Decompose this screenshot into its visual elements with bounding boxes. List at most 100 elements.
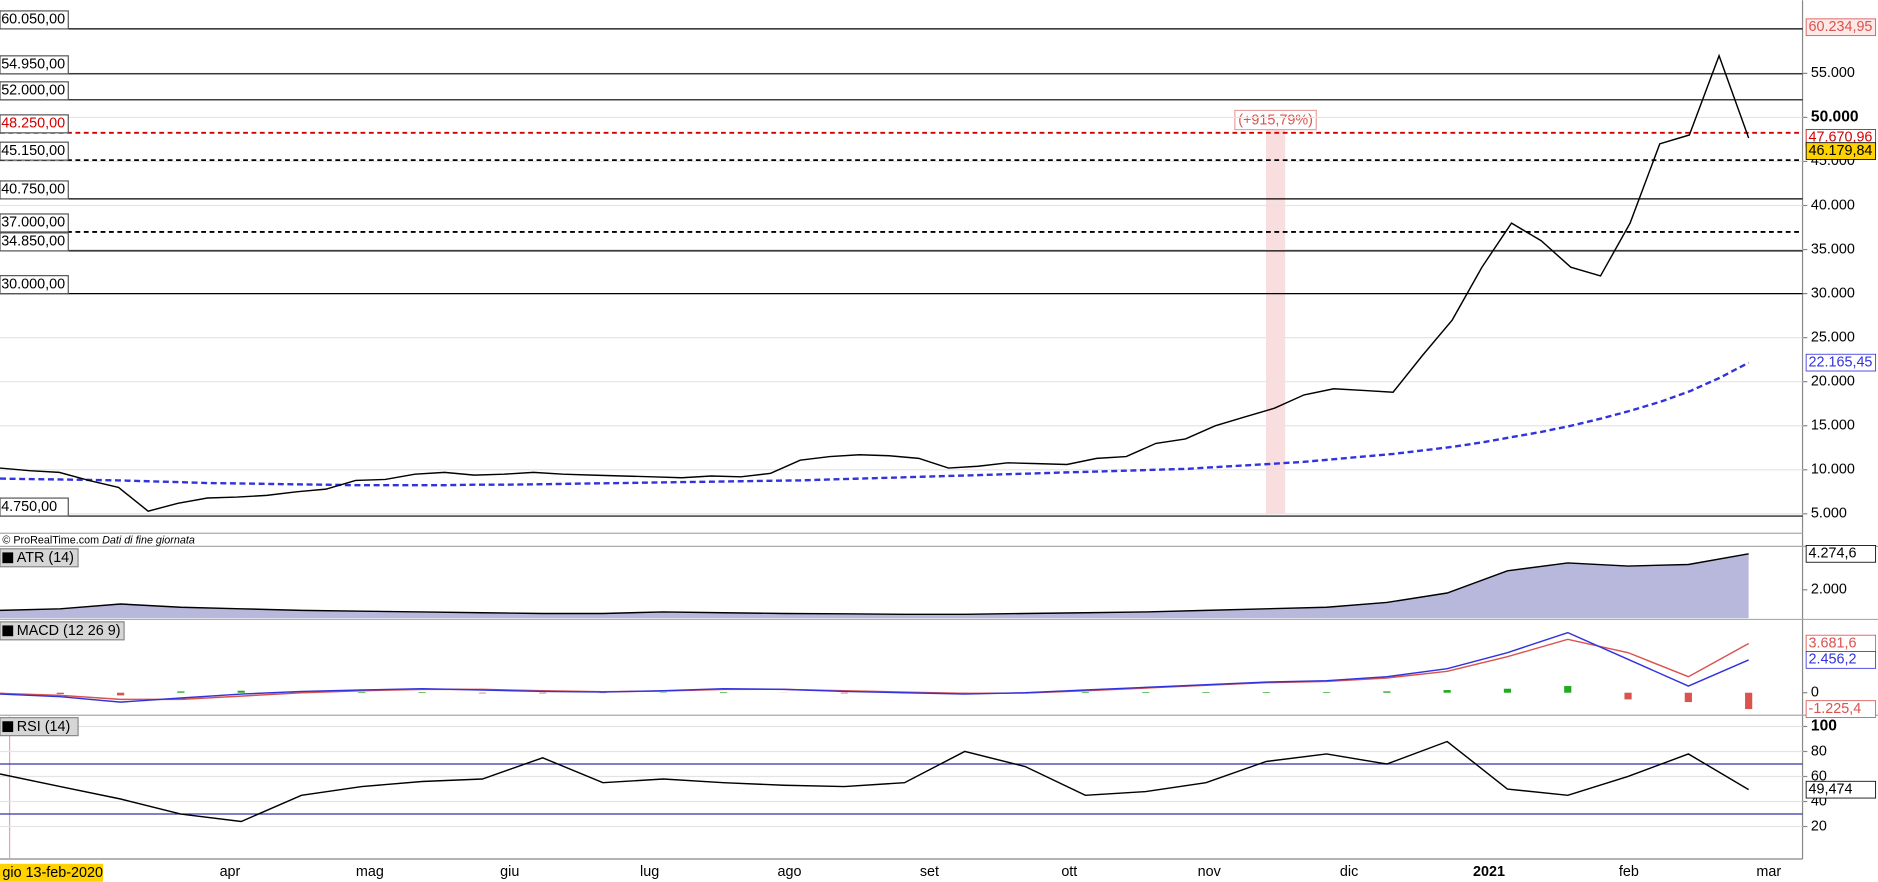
level-label: 34.850,00 [1,234,65,250]
price-label-box [1805,353,1877,372]
histogram-bar [1684,692,1692,703]
start-date: gio 13-feb-2020 [2,865,103,881]
histogram-bar [840,692,848,694]
panel-title: MACD (12 26 9) [17,623,121,639]
x-tick-label: apr [220,864,241,880]
histogram-bar [237,690,245,693]
x-tick-label: mag [356,864,384,880]
y-tick-label: 20 [1811,818,1827,834]
panel-title: ATR (14) [17,550,74,566]
x-tick-label: 2021 [1473,864,1505,880]
price-label: 2.456,2 [1809,652,1857,668]
panel-title-box [0,548,79,568]
x-tick-label: set [920,864,939,880]
x-tick-label: giu [500,864,519,880]
level-label: 54.950,00 [1,57,65,73]
level-label-box [0,55,69,75]
x-tick-label: ago [778,864,802,880]
panel-title: RSI (14) [17,719,70,735]
histogram-bar [56,692,64,695]
y-tick-label: 0 [1811,685,1819,701]
price-label: 47.670,96 [1809,130,1873,146]
level-label: 52.000,00 [1,83,65,99]
level-label: 37.000,00 [1,215,65,231]
panel-title-box [0,621,125,641]
y-tick-label: 30.000 [1811,285,1855,301]
histogram-bar [1745,692,1753,710]
price-label: -1.225,4 [1809,701,1862,717]
level-label: 45.150,00 [1,143,65,159]
x-tick-label: feb [1619,864,1639,880]
level-label-box [0,141,69,161]
y-tick-label: 55.000 [1811,65,1855,81]
histogram-bar [1081,692,1089,693]
price-label: 3.681,6 [1809,635,1857,651]
level-label: 48.250,00 [1,116,65,132]
series-line [0,361,1750,487]
source-note: Dati di fine giornata [102,534,195,546]
level-label-box [0,114,69,134]
price-label-box [1805,142,1877,160]
histogram-bar [1262,692,1270,693]
series-line [0,53,1750,512]
y-tick-label: 50.000 [1811,109,1859,126]
y-tick-label: 100 [1811,718,1837,735]
x-tick-label: lug [640,864,659,880]
y-tick-label: 25.000 [1811,329,1855,345]
annotation-box [1234,109,1317,131]
y-tick-label: 35.000 [1811,241,1855,257]
series-line [0,740,1750,823]
panel-title-icon [2,721,14,733]
histogram-bar [418,692,426,693]
level-label-box [0,232,69,252]
level-label-box [0,275,69,295]
histogram-bar [358,692,366,693]
price-label: 46.179,84 [1809,143,1873,159]
series-line [0,631,1749,703]
histogram-bar [1383,691,1391,693]
price-label: 4.274,6 [1809,546,1857,562]
histogram-bar [1503,688,1512,693]
histogram-bar [719,692,728,693]
level-label: 30.000,00 [1,276,65,292]
panel-title-box [0,717,79,737]
x-tick-label: dic [1340,864,1358,880]
series-line [0,553,1749,616]
histogram-bar [1624,692,1632,700]
price-label: 49,474 [1809,781,1853,797]
price-label-box [1805,700,1877,718]
source-text: © ProRealTime.com [2,534,99,546]
price-label-box [1805,18,1877,37]
y-tick-label: 40.000 [1811,197,1855,213]
level-label: 60.050,00 [1,12,65,28]
level-label-box [0,10,69,30]
level-label-box [0,213,69,233]
level-label-box [0,180,69,200]
histogram-bar [177,691,185,693]
level-label-box [0,497,69,517]
histogram-bar [1142,692,1150,693]
y-tick-label: 80 [1811,743,1827,759]
price-label-box [1805,545,1877,563]
y-tick-label: 20.000 [1811,373,1855,389]
histogram-bar [1322,692,1331,693]
x-tick-label: nov [1198,864,1222,880]
level-label: 40.750,00 [1,182,65,198]
histogram-bar [117,692,125,696]
start-date-box [0,863,104,882]
histogram-bar [539,692,547,694]
histogram-bar [478,692,486,694]
price-label-box [1805,651,1877,669]
y-tick-label: 5.000 [1811,506,1847,522]
histogram-bar [1564,686,1572,693]
annotation: (+915,79%) [1238,112,1313,128]
level-label-box [0,81,69,101]
highlight-band [1265,129,1286,515]
y-tick-label: 15.000 [1811,418,1855,434]
histogram-bar [1443,690,1451,693]
price-label-box [1805,780,1877,799]
y-tick-label: 10.000 [1811,462,1855,478]
